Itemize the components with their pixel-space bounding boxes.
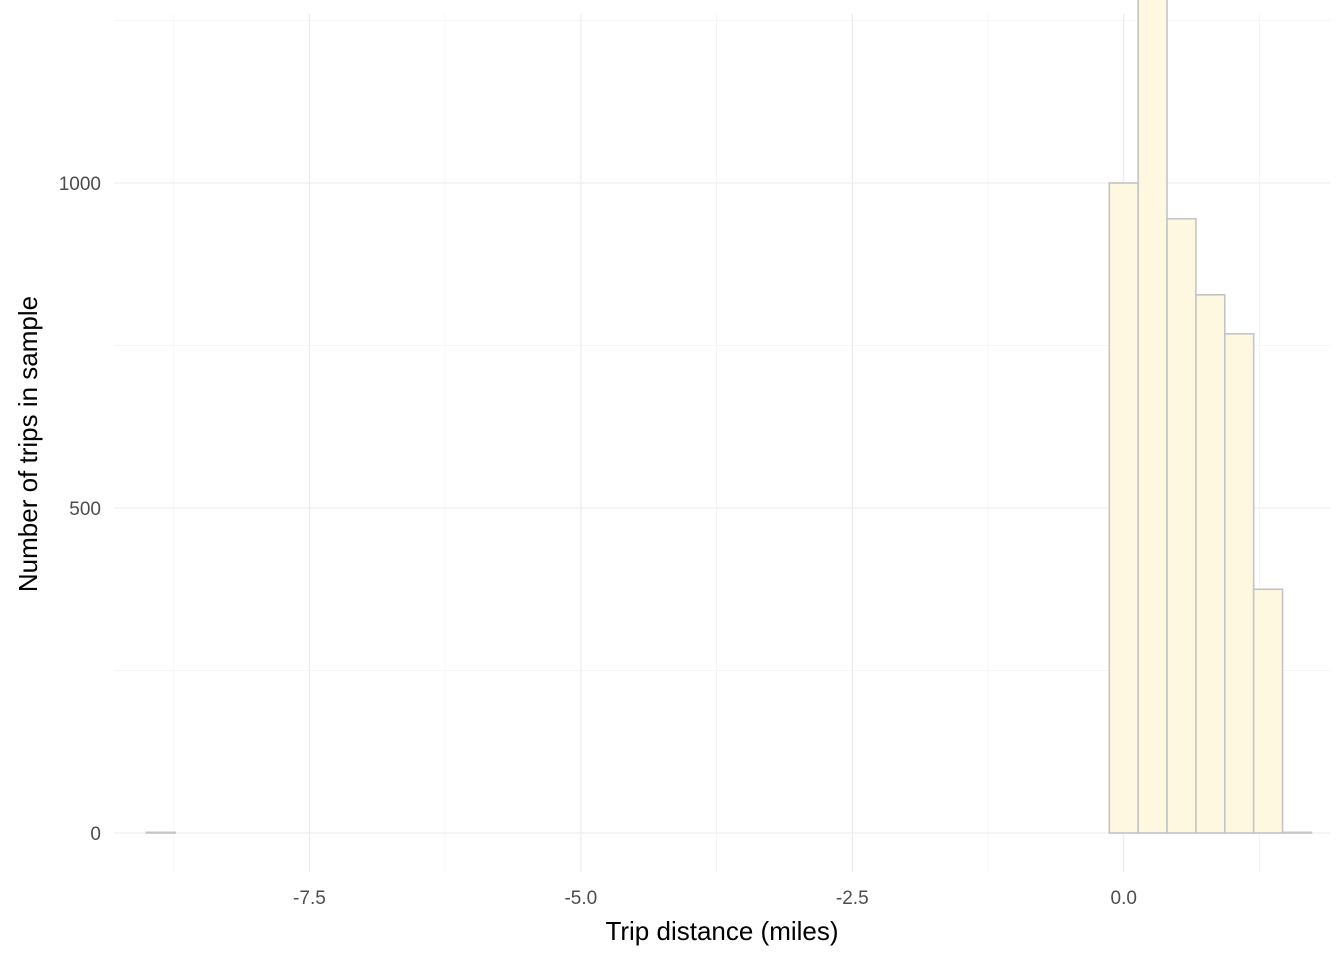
histogram-bar (1252, 588, 1284, 834)
y-axis-title: Number of trips in sample (13, 296, 43, 592)
y-tick-label: 500 (69, 499, 101, 520)
x-tick-label: 0.0 (1111, 888, 1137, 909)
ticks-layer: -7.5 -5.0 -2.5 0.0 0 500 1000 (59, 174, 1137, 909)
histogram-bar (1223, 332, 1255, 834)
histogram-bar (1195, 293, 1226, 834)
histogram-bar (1281, 831, 1313, 834)
x-tick-label: -7.5 (293, 888, 326, 909)
y-tick-label: 1000 (59, 174, 101, 195)
x-tick-label: -2.5 (836, 888, 869, 909)
x-axis-title: Trip distance (miles) (605, 916, 838, 946)
bars-layer (145, 0, 1313, 834)
x-tick-label: -5.0 (564, 888, 597, 909)
histogram-bar (1137, 0, 1168, 834)
histogram-bar (1166, 217, 1197, 834)
histogram-bar (145, 831, 177, 834)
y-tick-label: 0 (90, 824, 101, 845)
histogram-bar (1108, 182, 1139, 834)
